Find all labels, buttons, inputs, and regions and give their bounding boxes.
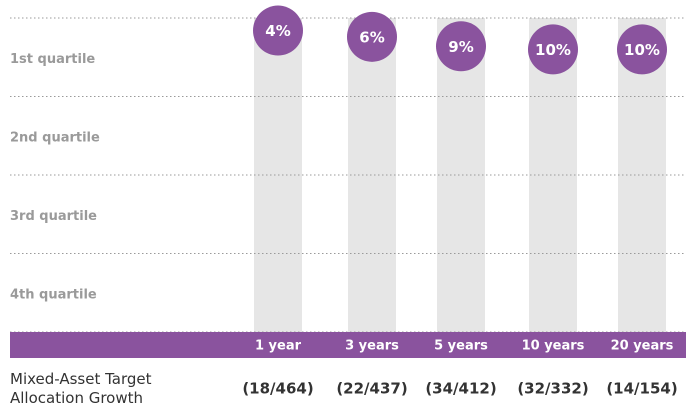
value-label: 9% [448, 38, 473, 56]
quartile-label: 3rd quartile [10, 209, 97, 224]
rank-marker [347, 11, 397, 62]
value-label: 4% [265, 22, 290, 40]
quartile-label: 1st quartile [10, 52, 95, 67]
period-label: 10 years [522, 339, 585, 354]
fund-label: Mixed-Asset Target Allocation Growth [10, 370, 152, 407]
period-label: 5 years [434, 339, 488, 354]
rank-label: (34/412) [425, 380, 496, 398]
period-label: 1 year [255, 339, 302, 354]
rank-label: (32/332) [517, 380, 588, 398]
value-label: 10% [624, 41, 660, 59]
rank-marker [436, 21, 486, 72]
value-label: 6% [359, 28, 384, 46]
rank-marker [617, 24, 667, 75]
rank-label: (22/437) [336, 380, 407, 398]
period-label: 20 years [611, 339, 674, 354]
rank-label: (18/464) [242, 380, 313, 398]
period-band [10, 332, 686, 358]
quartile-label: 2nd quartile [10, 130, 100, 145]
period-label: 3 years [345, 339, 399, 354]
value-label: 10% [535, 41, 571, 59]
rank-label: (14/154) [606, 380, 677, 398]
column [348, 18, 396, 332]
quartile-label: 4th quartile [10, 287, 97, 302]
rank-marker [253, 5, 303, 56]
rank-marker [528, 24, 578, 75]
